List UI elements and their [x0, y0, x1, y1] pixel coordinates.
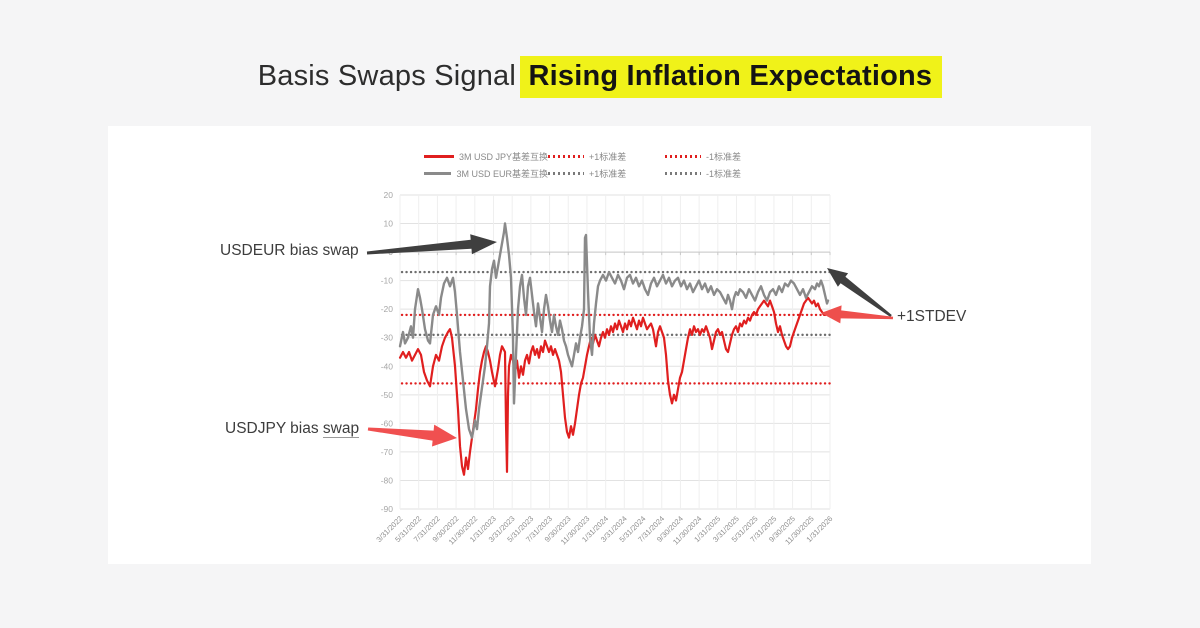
legend-swatch-dots-gray	[665, 172, 701, 175]
y-tick-label: -50	[381, 390, 394, 400]
y-tick-label: -10	[381, 276, 394, 286]
title-highlight: Rising Inflation Expectations	[520, 56, 943, 98]
legend-label: 3M USD JPY基差互换	[458, 152, 548, 162]
y-tick-label: -30	[381, 333, 394, 343]
y-tick-label: -20	[381, 304, 394, 314]
usdjpy-annotation-text: USDJPY bias	[225, 420, 323, 437]
series-line	[398, 222, 830, 439]
legend-row-1: 3M USD EUR基差互换 +1标准差 -1标准差	[424, 165, 741, 182]
usdeur-annotation: USDEUR bias swap	[220, 242, 359, 260]
y-tick-label: -80	[381, 475, 394, 485]
legend-swatch-dots-gray	[548, 172, 584, 175]
legend-row-0: 3M USD JPY基差互换 +1标准差 -1标准差	[424, 148, 741, 165]
legend-label: -1标准差	[706, 152, 742, 162]
chart-legend: 3M USD JPY基差互换 +1标准差 -1标准差 3M USD EUR基差互换 +1…	[424, 148, 741, 182]
y-tick-label: -40	[381, 361, 394, 371]
page-title: Basis Swaps Signal Rising Inflation Expe…	[0, 56, 1200, 98]
legend-swatch-solid-red	[424, 155, 454, 158]
legend-swatch-dots-red	[665, 155, 701, 158]
chart-card: 20100-10-20-30-40-50-60-70-80-903/31/202…	[108, 126, 1091, 564]
y-tick-label: 10	[384, 219, 394, 229]
stdev-red-arrow	[821, 305, 894, 324]
legend-item: +1标准差	[548, 167, 665, 180]
title-plain-text: Basis Swaps Signal	[257, 60, 517, 92]
legend-label: 3M USD EUR基差互换	[456, 169, 548, 179]
legend-item: 3M USD EUR基差互换	[424, 167, 548, 180]
y-tick-label: -70	[381, 447, 394, 457]
usdjpy-arrow	[367, 424, 457, 447]
stdev-annotation-text: +1STDEV	[897, 308, 967, 325]
usdeur-arrow	[366, 234, 497, 255]
usdeur-annotation-text: USDEUR bias swap	[220, 242, 359, 259]
legend-item: +1标准差	[548, 150, 665, 163]
usdjpy-annotation-underlined: swap	[322, 420, 360, 438]
legend-swatch-solid-gray	[424, 172, 452, 175]
legend-item: -1标准差	[665, 150, 741, 163]
legend-item: -1标准差	[665, 167, 741, 180]
y-tick-label: 20	[384, 190, 394, 200]
stdev-annotation: +1STDEV	[897, 308, 966, 326]
legend-swatch-dots-red	[548, 155, 584, 158]
legend-label: +1标准差	[589, 152, 627, 162]
y-tick-label: -60	[381, 418, 394, 428]
legend-item: 3M USD JPY基差互换	[424, 150, 548, 163]
stdev-gray-arrow	[827, 268, 892, 317]
chart-svg: 20100-10-20-30-40-50-60-70-80-903/31/202…	[366, 190, 894, 547]
y-tick-label: -90	[381, 504, 394, 514]
usdjpy-annotation: USDJPY bias swap	[225, 420, 360, 438]
legend-label: +1标准差	[589, 169, 627, 179]
legend-label: -1标准差	[706, 169, 742, 179]
